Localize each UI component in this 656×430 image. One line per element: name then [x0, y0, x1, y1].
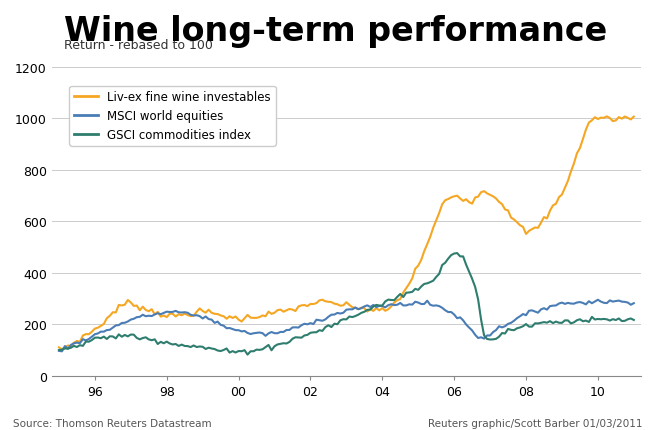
Text: Return - rebased to 100: Return - rebased to 100: [64, 39, 213, 52]
Legend: Liv-ex fine wine investables, MSCI world equities, GSCI commodities index: Liv-ex fine wine investables, MSCI world…: [70, 86, 276, 147]
Text: Source: Thomson Reuters Datastream: Source: Thomson Reuters Datastream: [13, 418, 212, 428]
Text: Wine long-term performance: Wine long-term performance: [64, 15, 607, 48]
Text: Reuters graphic/Scott Barber 01/03/2011: Reuters graphic/Scott Barber 01/03/2011: [428, 418, 643, 428]
